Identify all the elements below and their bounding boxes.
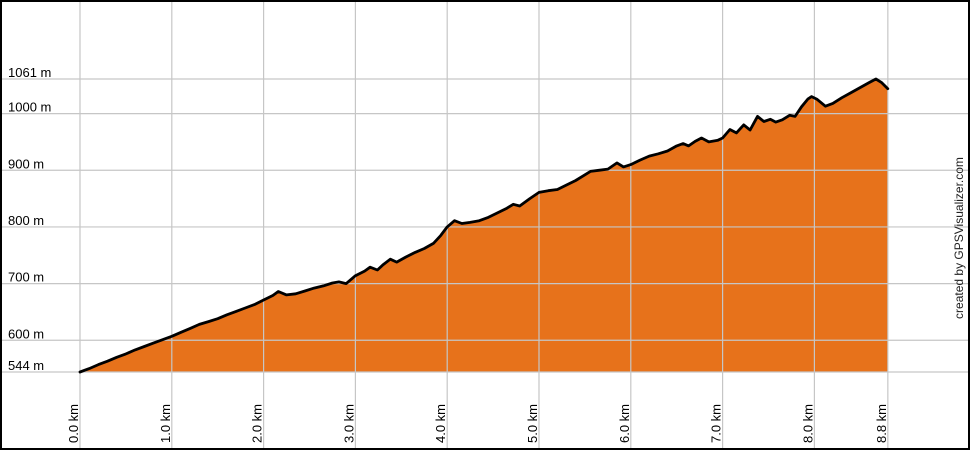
x-axis-tick-label: 5.0 km [525,404,540,443]
x-axis-tick-label: 0.0 km [66,404,81,443]
x-axis-tick-label: 8.8 km [874,404,889,443]
y-axis-tick-label: 600 m [8,326,44,341]
x-axis-tick-label: 1.0 km [158,404,173,443]
y-axis-tick-label: 700 m [8,270,44,285]
y-axis-tick-label: 900 m [8,156,44,171]
y-axis-tick-label: 800 m [8,213,44,228]
y-axis-tick-label: 1061 m [8,65,51,80]
elevation-area [80,79,888,372]
y-axis-tick-label: 544 m [8,358,44,373]
y-axis-tick-label: 1000 m [8,100,51,115]
x-axis-tick-label: 8.0 km [800,404,815,443]
x-axis-tick-label: 4.0 km [433,404,448,443]
x-axis-tick-label: 2.0 km [250,404,265,443]
x-axis-tick-label: 6.0 km [617,404,632,443]
x-axis-tick-label: 3.0 km [341,404,356,443]
elevation-line [78,77,890,374]
watermark-credit: created by GPSVisualizer.com [952,157,966,319]
x-axis-tick-label: 7.0 km [709,404,724,443]
